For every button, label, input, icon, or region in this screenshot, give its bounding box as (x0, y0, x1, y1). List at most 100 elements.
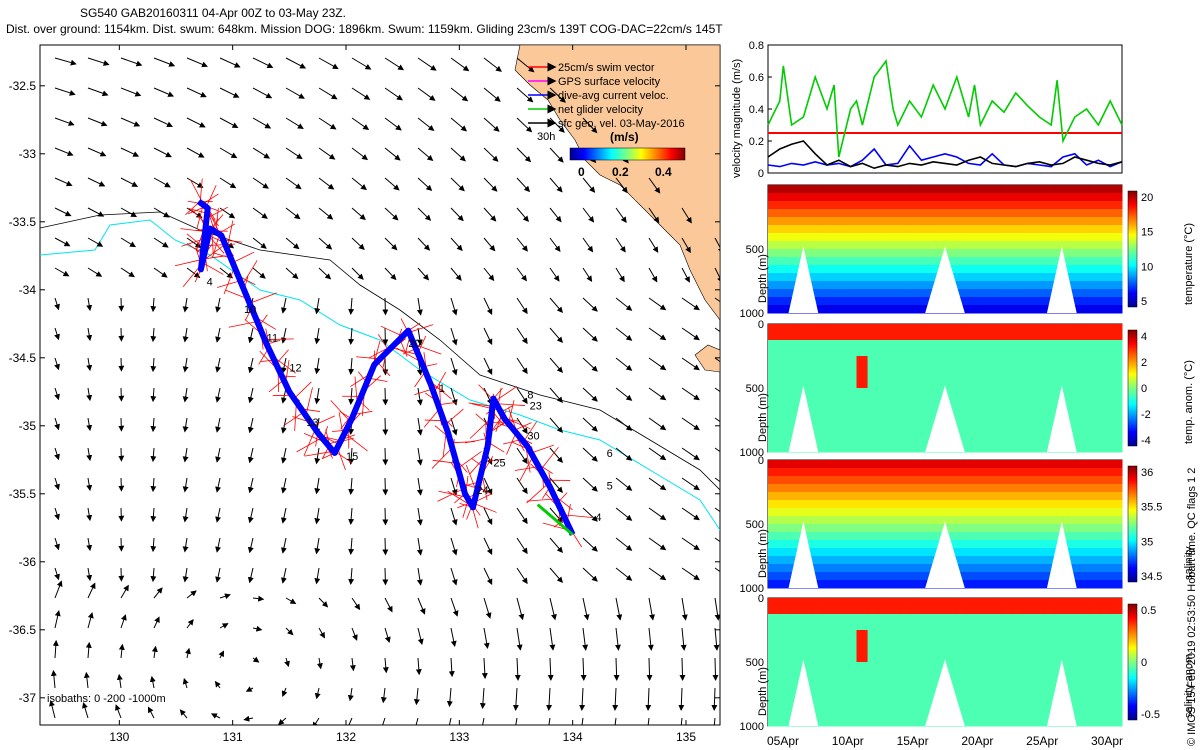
section-cell (834, 380, 846, 389)
swim-vector (437, 488, 464, 502)
swim-vector (264, 338, 294, 341)
section-cell (1099, 332, 1112, 341)
section-cell (933, 233, 946, 242)
section-cell (1022, 670, 1034, 679)
velocity-arrow (120, 584, 129, 599)
section-cell (856, 492, 869, 501)
section-cell (945, 380, 957, 389)
section-cell (1033, 185, 1046, 194)
velocity-arrow (450, 57, 470, 72)
section-cell (1011, 201, 1023, 210)
section-cell (1088, 524, 1101, 533)
section-cell (1011, 348, 1023, 357)
section-cell (845, 372, 857, 381)
section-cell (812, 524, 824, 533)
section-cell (834, 686, 846, 695)
section-cell (956, 670, 968, 679)
section-cell (1066, 364, 1079, 373)
section-cell (878, 241, 891, 250)
time-tick-label: 15Apr (897, 734, 929, 748)
section-cell (900, 572, 913, 581)
section-cell (1088, 404, 1101, 413)
section-cell (978, 702, 990, 711)
section-cell (878, 209, 891, 218)
velocity-arrow (182, 507, 189, 523)
section-cell (1110, 460, 1123, 469)
section-cell (1022, 297, 1034, 306)
section-cell (1055, 233, 1068, 242)
velocity-arrow (54, 507, 60, 521)
section-cell (967, 572, 979, 581)
section-cell (867, 564, 880, 573)
section-cell (967, 364, 979, 373)
section-cell (1077, 622, 1090, 631)
section-cell (911, 209, 924, 218)
colorbar-tick-label: -2 (1141, 409, 1151, 421)
section-cell (779, 702, 791, 711)
section-cell (790, 460, 802, 469)
section-cell (1066, 598, 1079, 607)
velocity-arrow (247, 507, 254, 524)
section-cell (922, 340, 935, 349)
section-cell (956, 241, 968, 250)
velocity-arrow (150, 297, 157, 313)
section-cell (956, 508, 968, 517)
section-cell (1033, 606, 1046, 615)
swim-vector (444, 408, 464, 425)
section-cell (956, 257, 968, 266)
section-cell (967, 580, 979, 589)
section-cell (1066, 484, 1079, 493)
section-cell (834, 476, 846, 485)
section-cell (1011, 436, 1023, 445)
section-cell (834, 622, 846, 631)
section-cell (900, 388, 913, 397)
section-cell (1066, 492, 1079, 501)
section-cell (867, 420, 880, 429)
section-cell (801, 460, 813, 469)
section-cell (1077, 201, 1090, 210)
section-cell (1110, 225, 1123, 234)
section-cell (989, 524, 1001, 533)
velocity-arrow (351, 117, 370, 131)
velocity-arrow (450, 567, 458, 586)
section-cell (845, 598, 857, 607)
section-cell (867, 484, 880, 493)
section-cell (845, 572, 857, 581)
velocity-arrow (450, 507, 458, 526)
map-xtick-label: 134 (563, 730, 583, 744)
section-cell (1077, 614, 1090, 623)
section-cell (801, 654, 813, 663)
section-cell (1022, 444, 1034, 453)
section-cell (878, 532, 891, 541)
section-cell (1077, 694, 1090, 703)
velocity-arrow (120, 57, 143, 67)
section-cell (956, 412, 968, 421)
section-cell (768, 564, 780, 573)
section-cell (978, 614, 990, 623)
section-cell (911, 444, 924, 453)
section-cell (967, 548, 979, 557)
section-cell (1044, 396, 1057, 405)
section-cell (978, 556, 990, 565)
velocity-arrow (615, 177, 628, 194)
section-cell (768, 201, 780, 210)
velocity-arrow (714, 297, 720, 303)
section-cell (1110, 524, 1123, 533)
velocity-arrow (516, 387, 528, 405)
section-cell (1110, 492, 1123, 501)
section-cell (867, 201, 880, 210)
day-label: 8 (527, 390, 533, 402)
section-cell (790, 614, 802, 623)
section-cell (989, 694, 1001, 703)
section-cell (989, 201, 1001, 210)
section-cell (1099, 396, 1112, 405)
velocity-arrow (681, 207, 692, 224)
section-cell (1066, 404, 1079, 413)
section-cell (967, 185, 979, 194)
velocity-arrow (318, 207, 334, 220)
section-cell (1022, 273, 1034, 282)
velocity-arrow (285, 627, 294, 636)
section-cell (933, 380, 946, 389)
day-label: 6 (607, 448, 613, 460)
